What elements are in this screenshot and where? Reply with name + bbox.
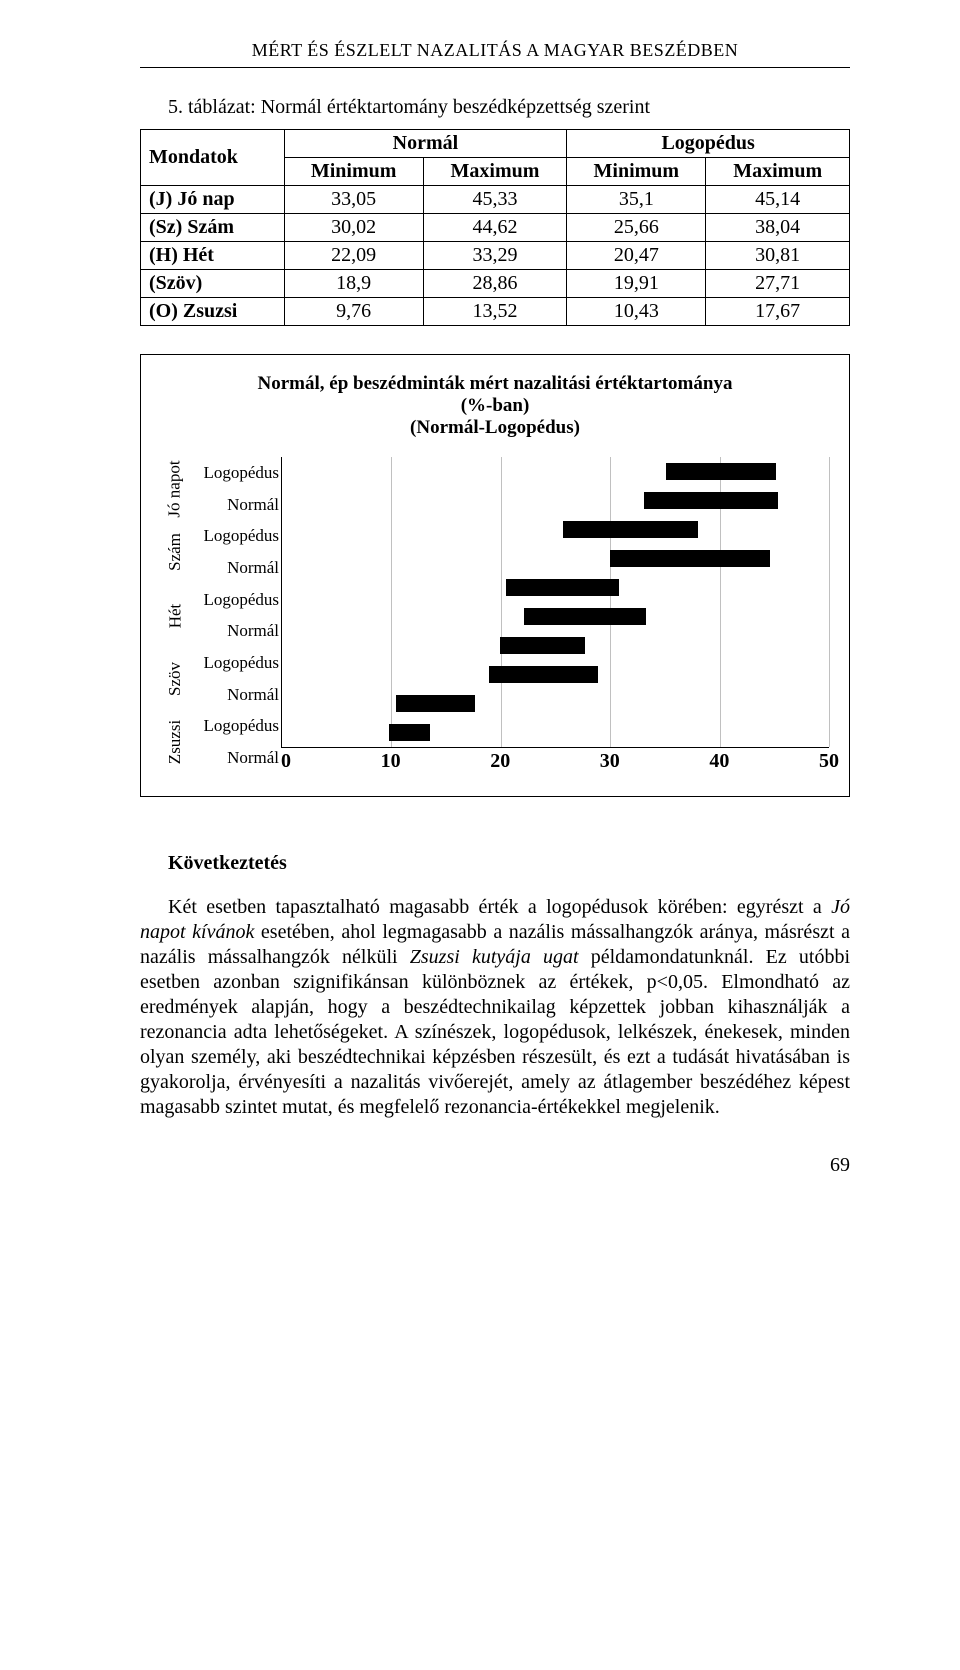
body-text: Két esetben tapasztalható magasabb érték… — [168, 896, 831, 918]
running-head: MÉRT ÉS ÉSZLELT NAZALITÁS A MAGYAR BESZÉ… — [140, 40, 850, 68]
bar-row — [282, 573, 829, 602]
col-header-max-1: Maximum — [423, 158, 567, 186]
cell: 17,67 — [706, 298, 850, 326]
y-sub-label: Normál — [189, 742, 281, 774]
cell: 44,62 — [423, 214, 567, 242]
x-tick-label: 40 — [709, 750, 729, 773]
range-bar — [396, 695, 475, 712]
chart-title-line2: (%-ban) — [161, 395, 829, 417]
y-sub-label: Normál — [189, 489, 281, 521]
y-sub-label: Normál — [189, 616, 281, 648]
y-sub-label: Logopédus — [189, 711, 281, 743]
y-category-label: Szám — [161, 520, 189, 583]
y-category-label: Hét — [161, 584, 189, 647]
plot-area — [281, 457, 829, 748]
chart-title-line3: (Normál-Logopédus) — [161, 417, 829, 439]
range-bar-chart: Normál, ép beszédminták mért nazalitási … — [140, 354, 850, 797]
row-label: (Sz) Szám — [141, 214, 285, 242]
row-label: (O) Zsuzsi — [141, 298, 285, 326]
y-category-column: Jó napotSzámHétSzövZsuzsi — [161, 457, 189, 774]
y-label-column: LogopédusNormálLogopédusNormálLogopédusN… — [189, 457, 281, 774]
col-header-max-2: Maximum — [706, 158, 850, 186]
cell: 45,14 — [706, 186, 850, 214]
body-italic-2: Zsuzsi kutyája ugat — [410, 946, 579, 968]
cell: 22,09 — [284, 242, 423, 270]
section-heading: Következtetés — [140, 852, 850, 875]
body-text: példamondatunknál. Ez utóbbi esetben azo… — [140, 946, 850, 1118]
bar-row — [282, 718, 829, 747]
bar-row — [282, 457, 829, 486]
range-bar — [524, 608, 647, 625]
y-category-label: Szöv — [161, 647, 189, 710]
y-category-label: Zsuzsi — [161, 711, 189, 774]
cell: 9,76 — [284, 298, 423, 326]
y-sub-label: Normál — [189, 552, 281, 584]
plot-column: 01020304050 — [281, 457, 829, 774]
cell: 20,47 — [567, 242, 706, 270]
x-tick-label: 10 — [381, 750, 401, 773]
y-sub-label: Logopédus — [189, 520, 281, 552]
table-row: (J) Jó nap 33,05 45,33 35,1 45,14 — [141, 186, 850, 214]
table-row: (O) Zsuzsi 9,76 13,52 10,43 17,67 — [141, 298, 850, 326]
col-header-min-2: Minimum — [567, 158, 706, 186]
bar-row — [282, 689, 829, 718]
chart-title-line1: Normál, ép beszédminták mért nazalitási … — [161, 373, 829, 395]
cell: 30,81 — [706, 242, 850, 270]
range-bar — [489, 666, 598, 683]
range-bar — [389, 724, 430, 741]
gridline — [829, 457, 830, 747]
x-tick-label: 0 — [281, 750, 291, 773]
chart-body: Jó napotSzámHétSzövZsuzsi LogopédusNormá… — [161, 457, 829, 774]
col-header-normal: Normál — [284, 130, 567, 158]
bar-row — [282, 515, 829, 544]
bar-row — [282, 486, 829, 515]
cell: 38,04 — [706, 214, 850, 242]
y-sub-label: Logopédus — [189, 584, 281, 616]
cell: 10,43 — [567, 298, 706, 326]
cell: 30,02 — [284, 214, 423, 242]
range-bar — [666, 463, 776, 480]
table-caption: 5. táblázat: Normál értéktartomány beszé… — [140, 96, 850, 119]
x-tick-label: 20 — [490, 750, 510, 773]
cell: 33,29 — [423, 242, 567, 270]
table-row: (Sz) Szám 30,02 44,62 25,66 38,04 — [141, 214, 850, 242]
bar-row — [282, 544, 829, 573]
cell: 35,1 — [567, 186, 706, 214]
table-row: (Szöv) 18,9 28,86 19,91 27,71 — [141, 270, 850, 298]
cell: 27,71 — [706, 270, 850, 298]
page-number: 69 — [140, 1154, 850, 1177]
col-header-min-1: Minimum — [284, 158, 423, 186]
data-table: Mondatok Normál Logopédus Minimum Maximu… — [140, 129, 850, 326]
y-sub-label: Logopédus — [189, 647, 281, 679]
cell: 13,52 — [423, 298, 567, 326]
range-bar — [506, 579, 619, 596]
col-header-logopedus: Logopédus — [567, 130, 850, 158]
range-bar — [563, 521, 698, 538]
y-category-label: Jó napot — [161, 457, 189, 520]
cell: 25,66 — [567, 214, 706, 242]
bar-row — [282, 631, 829, 660]
cell: 19,91 — [567, 270, 706, 298]
bar-row — [282, 602, 829, 631]
cell: 18,9 — [284, 270, 423, 298]
row-label: (Szöv) — [141, 270, 285, 298]
cell: 45,33 — [423, 186, 567, 214]
x-axis: 01020304050 — [281, 748, 829, 774]
bar-row — [282, 660, 829, 689]
range-bar — [644, 492, 778, 509]
cell: 33,05 — [284, 186, 423, 214]
y-sub-label: Normál — [189, 679, 281, 711]
col-header-mondatok: Mondatok — [141, 130, 285, 186]
row-label: (H) Hét — [141, 242, 285, 270]
page: MÉRT ÉS ÉSZLELT NAZALITÁS A MAGYAR BESZÉ… — [0, 0, 960, 1237]
body-paragraph: Két esetben tapasztalható magasabb érték… — [140, 895, 850, 1120]
x-tick-label: 50 — [819, 750, 839, 773]
row-label: (J) Jó nap — [141, 186, 285, 214]
range-bar — [500, 637, 585, 654]
range-bar — [610, 550, 770, 567]
table-row: (H) Hét 22,09 33,29 20,47 30,81 — [141, 242, 850, 270]
cell: 28,86 — [423, 270, 567, 298]
x-tick-label: 30 — [600, 750, 620, 773]
y-sub-label: Logopédus — [189, 457, 281, 489]
